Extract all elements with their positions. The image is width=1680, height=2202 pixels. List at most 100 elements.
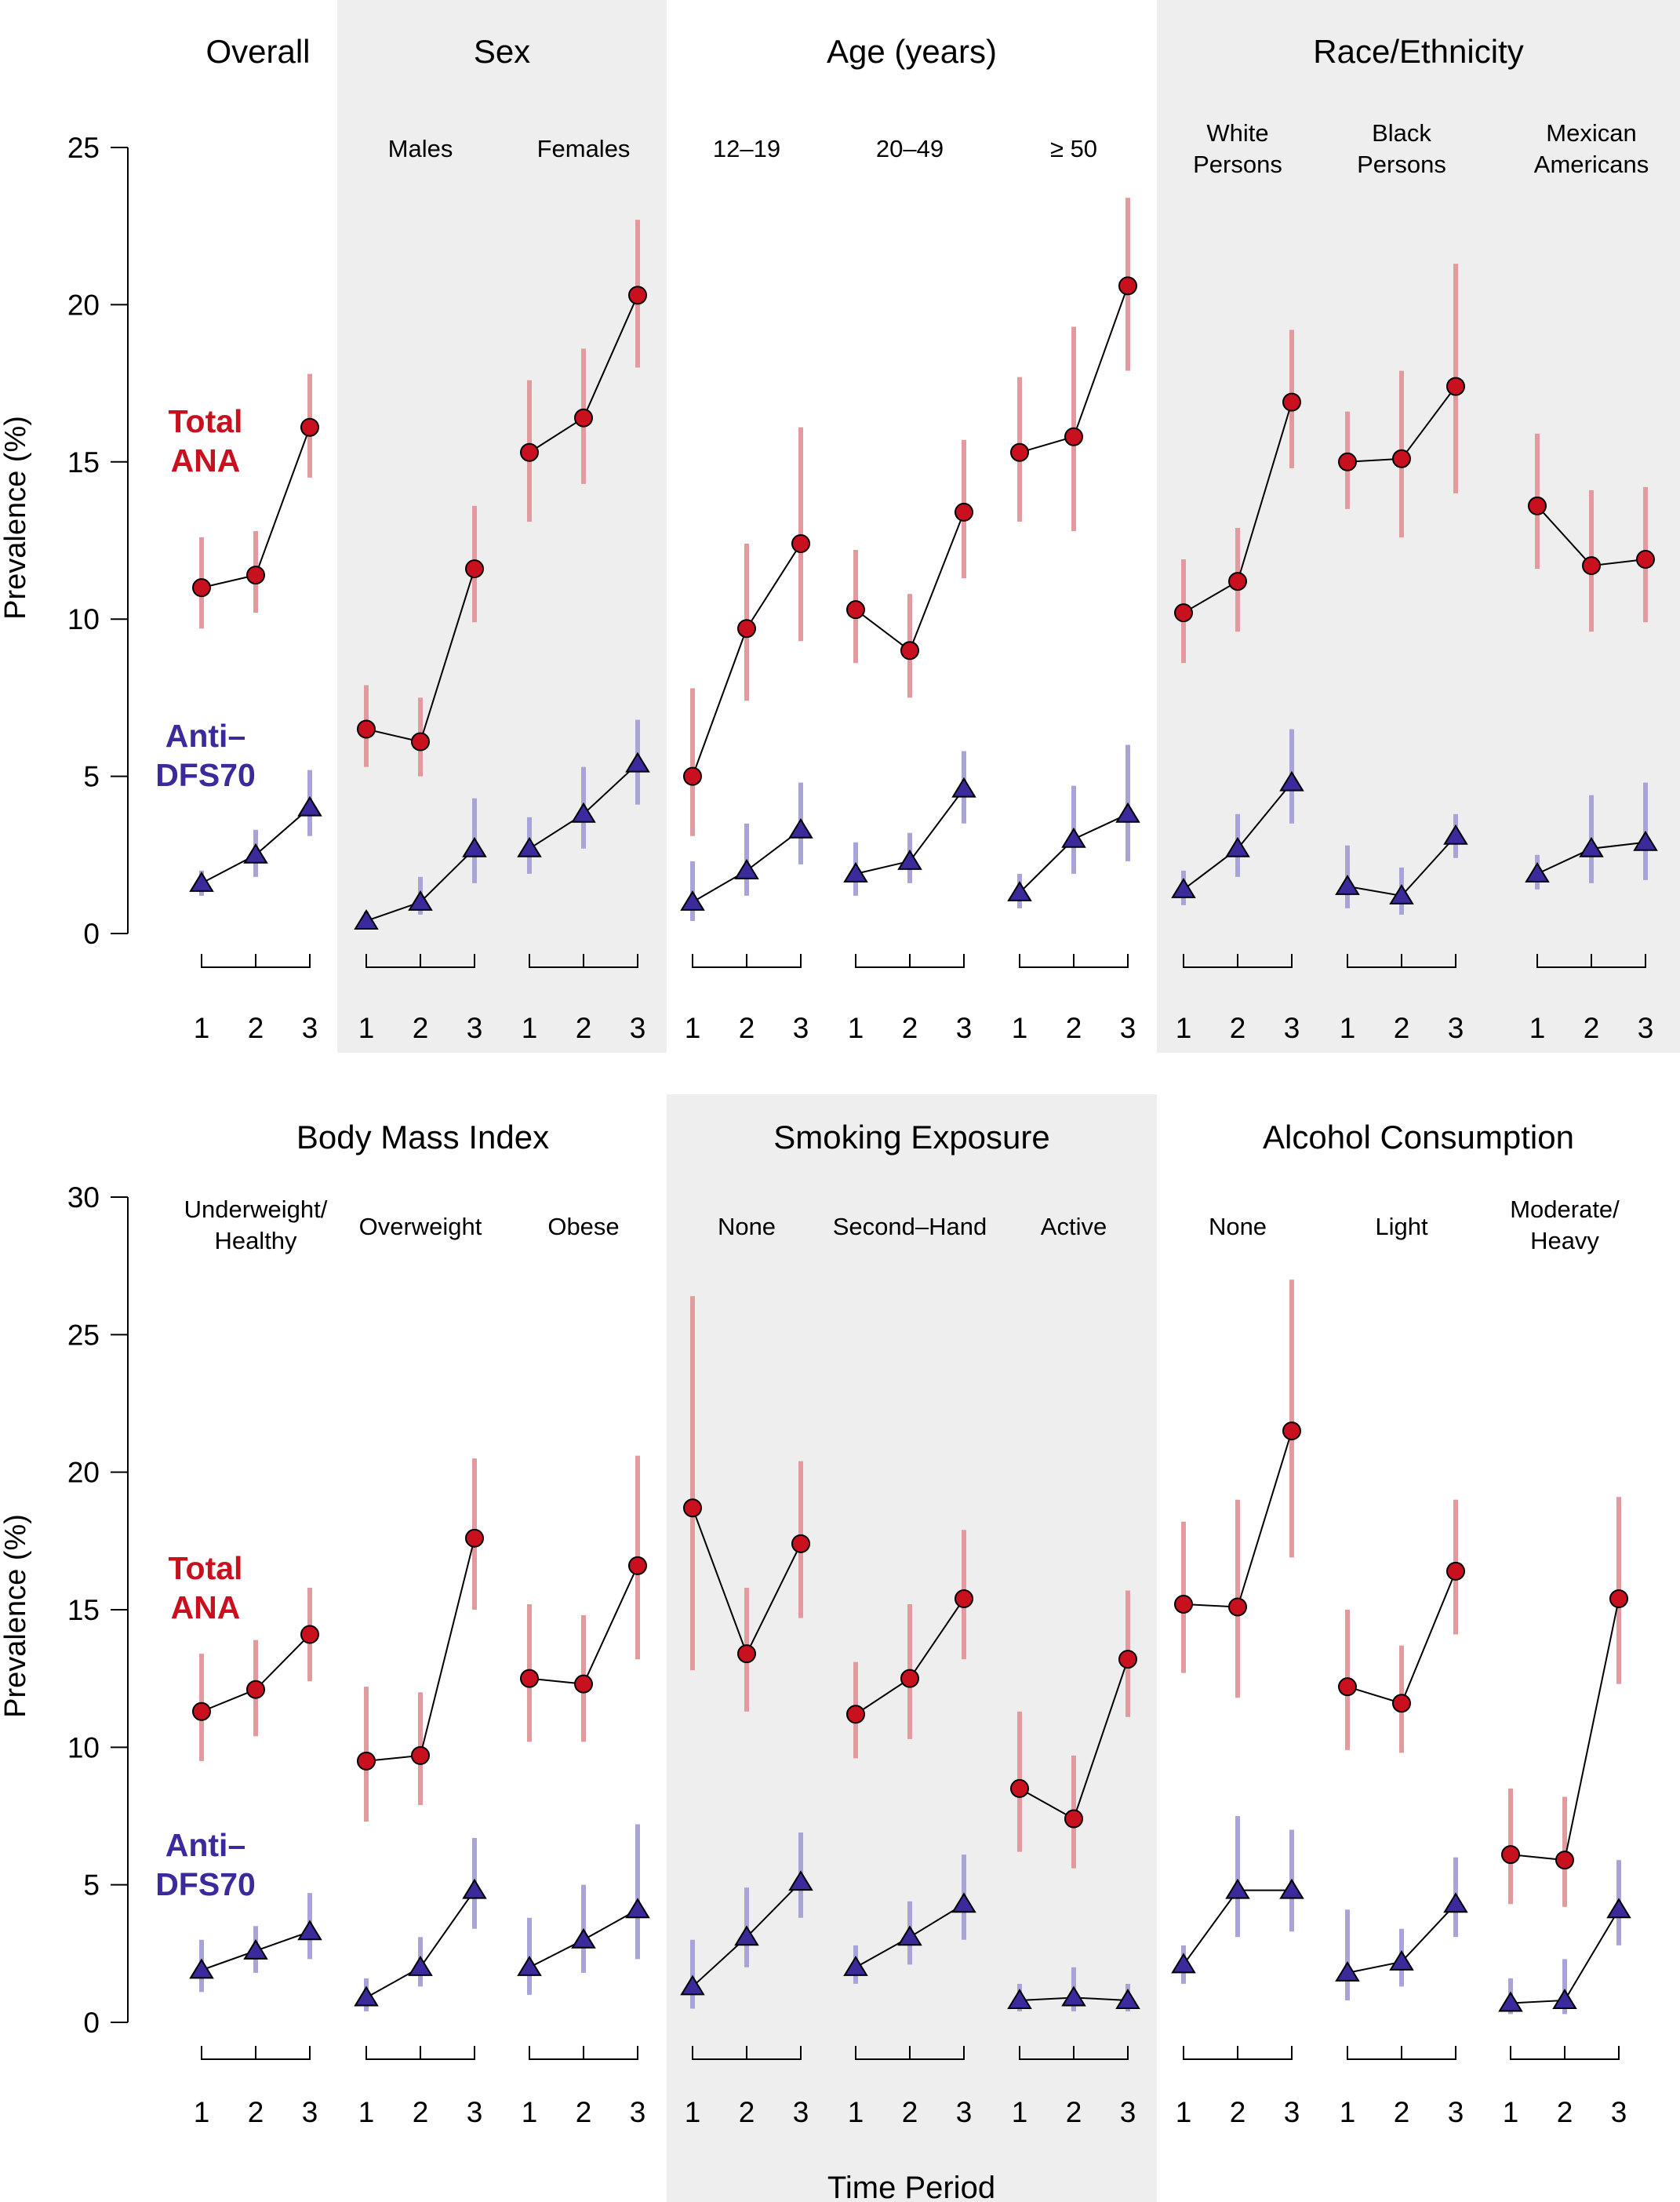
- bottom-body-mass-index-obese-dfs-point-1: [517, 1955, 542, 1976]
- bottom-smoking-exposure-second-hand-ana-point-1: [846, 1705, 865, 1724]
- bottom-group-title-alcohol-consumption: Alcohol Consumption: [1263, 1119, 1574, 1156]
- bottom-body-mass-index-underweight-healthy-ana-point-1: [192, 1702, 211, 1721]
- bottom-alcohol-consumption-none-x-tick-label-3: 3: [1284, 2096, 1300, 2128]
- bottom-alcohol-consumption-moderate-heavy-label-line2: Heavy: [1530, 1227, 1599, 1254]
- top-sex-males-dfs-point-2: [408, 890, 433, 911]
- bottom-smoking-exposure-second-hand-label-line1: Second–Hand: [833, 1213, 987, 1240]
- top-age-years-20-49-label-line1: 20–49: [876, 135, 944, 162]
- bottom-smoking-exposure-active-x-tick-label-2: 2: [1066, 2096, 1082, 2128]
- top-race-ethnicity-white-persons-ana-point-1: [1174, 603, 1193, 623]
- bottom-body-mass-index-underweight-healthy-dfs-point-2: [243, 1938, 268, 1960]
- top-overall-all-x-tick-label-2: 2: [248, 1012, 264, 1044]
- top-overall-all-ana-point-1: [192, 578, 211, 598]
- top-race-ethnicity-black-persons-x-tick-label-1: 1: [1340, 1012, 1356, 1044]
- bottom-smoking-exposure-second-hand-dfs-point-1: [843, 1955, 868, 1976]
- top-y-tick-label-20: 20: [67, 289, 100, 321]
- top-overall-all-x-tick-label-1: 1: [194, 1012, 210, 1044]
- bottom-smoking-exposure-active-x-bracket: [1019, 2046, 1129, 2060]
- bottom-body-mass-index-obese-ana-point-1: [520, 1669, 539, 1688]
- top-age-years-12-19-dfs-point-2: [734, 858, 759, 879]
- bottom-alcohol-consumption-moderate-heavy-label-line1: Moderate/: [1510, 1196, 1620, 1223]
- top-race-ethnicity-white-persons-dfs-point-3: [1279, 770, 1304, 792]
- bottom-body-mass-index-overweight-label-line1: Overweight: [359, 1213, 482, 1240]
- top-age-years-50-dfs-point-1: [1007, 880, 1032, 901]
- top-sex-males-label-line1: Males: [388, 135, 453, 162]
- top-sex-males-x-tick-label-1: 1: [358, 1012, 375, 1044]
- bottom-y-tick-label-10: 10: [67, 1731, 100, 1763]
- bottom-body-mass-index-overweight-dfs-point-1: [354, 1985, 379, 2007]
- top-age-years-50-ana-point-1: [1010, 442, 1029, 462]
- bottom-y-tick-label-20: 20: [67, 1457, 100, 1489]
- top-age-years-12-19-x-tick-label-1: 1: [685, 1012, 701, 1044]
- bottom-alcohol-consumption-light-label-line1: Light: [1375, 1213, 1428, 1240]
- top-legend-ana-line2: ANA: [171, 442, 241, 479]
- top-sex-males-x-bracket: [365, 954, 475, 968]
- bottom-alcohol-consumption-light-x-bracket: [1347, 2046, 1456, 2060]
- bottom-alcohol-consumption-moderate-heavy-x-tick-label-2: 2: [1557, 2096, 1573, 2128]
- bottom-smoking-exposure-active-dfs-point-2: [1061, 1985, 1086, 2007]
- top-race-ethnicity-mexican-americans-ana-point-3: [1636, 550, 1655, 570]
- top-sex-females-dfs-point-1: [517, 836, 542, 857]
- top-age-years-20-49-dfs-point-1: [843, 861, 868, 883]
- bottom-y-axis-label: Prevalence (%): [0, 1514, 32, 1718]
- top-age-years-20-49-x-bracket: [855, 954, 965, 968]
- bottom-alcohol-consumption-moderate-heavy-ana-point-3: [1609, 1589, 1628, 1608]
- top-overall-all-x-bracket: [201, 954, 311, 968]
- bottom-smoking-exposure-second-hand-x-bracket: [855, 2046, 965, 2060]
- top-race-ethnicity-black-persons-x-bracket: [1347, 954, 1456, 968]
- bottom-smoking-exposure-active-dfs-point-3: [1115, 1989, 1140, 2009]
- bottom-body-mass-index-overweight-x-tick-label-2: 2: [413, 2096, 429, 2128]
- bottom-alcohol-consumption-moderate-heavy-dfs-point-1: [1498, 1991, 1523, 2012]
- bottom-body-mass-index-overweight-dfs-point-3: [462, 1878, 487, 1899]
- bottom-alcohol-consumption-moderate-heavy-dfs-point-2: [1552, 1989, 1577, 2009]
- top-age-years-50-x-tick-label-2: 2: [1066, 1012, 1082, 1044]
- bottom-group-title-smoking-exposure: Smoking Exposure: [773, 1119, 1050, 1156]
- top-race-ethnicity-black-persons-ana-point-2: [1392, 449, 1411, 468]
- bottom-smoking-exposure-second-hand-dfs-point-3: [951, 1892, 976, 1913]
- bottom-alcohol-consumption-light-dfs-point-1: [1335, 1960, 1360, 1982]
- top-age-years-12-19-ana-point-1: [683, 766, 702, 786]
- top-sex-males-ana-point-1: [357, 719, 376, 739]
- top-group-title-sex: Sex: [474, 33, 530, 70]
- top-age-years-12-19-label-line1: 12–19: [713, 135, 780, 162]
- top-overall-all-dfs-point-1: [189, 871, 214, 892]
- top-legend-dfs-line1: Anti–: [165, 718, 246, 754]
- top-race-ethnicity-white-persons-ana-point-2: [1228, 572, 1247, 591]
- bottom-smoking-exposure-none-x-bracket: [692, 2046, 802, 2060]
- bottom-body-mass-index-underweight-healthy-ana-point-2: [246, 1680, 265, 1699]
- top-y-tick-label-0: 0: [83, 918, 100, 950]
- top-race-ethnicity-white-persons-ana-point-3: [1282, 392, 1301, 412]
- top-group-title-race-ethnicity: Race/Ethnicity: [1313, 33, 1523, 70]
- top-overall-all-x-tick-label-3: 3: [302, 1012, 318, 1044]
- bottom-alcohol-consumption-moderate-heavy-ana-point-1: [1501, 1845, 1520, 1865]
- bottom-body-mass-index-underweight-healthy-x-tick-label-1: 1: [194, 2096, 210, 2128]
- x-axis-label: Time Period: [827, 2171, 995, 2202]
- top-sex-males-ana-point-2: [411, 732, 430, 752]
- bottom-y-tick-label-5: 5: [83, 1869, 100, 1902]
- top-race-ethnicity-black-persons-dfs-point-2: [1389, 883, 1414, 904]
- top-age-years-50-x-tick-label-1: 1: [1012, 1012, 1028, 1044]
- top-race-ethnicity-mexican-americans-dfs-point-2: [1579, 836, 1604, 857]
- top-shade-sex: [337, 0, 667, 1053]
- bottom-alcohol-consumption-none-x-bracket: [1183, 2046, 1293, 2060]
- bottom-smoking-exposure-active-x-tick-label-3: 3: [1120, 2096, 1136, 2128]
- top-race-ethnicity-white-persons-x-tick-label-3: 3: [1284, 1012, 1300, 1044]
- bottom-smoking-exposure-active-x-tick-label-1: 1: [1012, 2096, 1028, 2128]
- bottom-smoking-exposure-active-ana-point-3: [1118, 1650, 1137, 1669]
- bottom-alcohol-consumption-none-label-line1: None: [1209, 1213, 1267, 1240]
- bottom-smoking-exposure-second-hand-x-tick-label-1: 1: [848, 2096, 864, 2128]
- top-age-years-50-label-line1: ≥ 50: [1050, 135, 1097, 162]
- top-legend-ana-line1: Total: [169, 403, 243, 439]
- top-race-ethnicity-mexican-americans-ana-point-1: [1528, 496, 1547, 515]
- bottom-alcohol-consumption-light-ana-point-1: [1338, 1677, 1357, 1697]
- top-age-years-50-ana-point-3: [1118, 276, 1137, 296]
- top-race-ethnicity-mexican-americans-dfs-point-1: [1525, 861, 1550, 883]
- top-race-ethnicity-white-persons-label-line1: White: [1206, 119, 1268, 147]
- top-race-ethnicity-black-persons-dfs-point-1: [1335, 874, 1360, 895]
- bottom-smoking-exposure-none-ana-point-1: [683, 1498, 702, 1518]
- top-legend-dfs-line2: DFS70: [155, 757, 256, 793]
- top-age-years-20-49-dfs-point-3: [951, 777, 976, 798]
- bottom-smoking-exposure-none-x-tick-label-1: 1: [685, 2096, 701, 2128]
